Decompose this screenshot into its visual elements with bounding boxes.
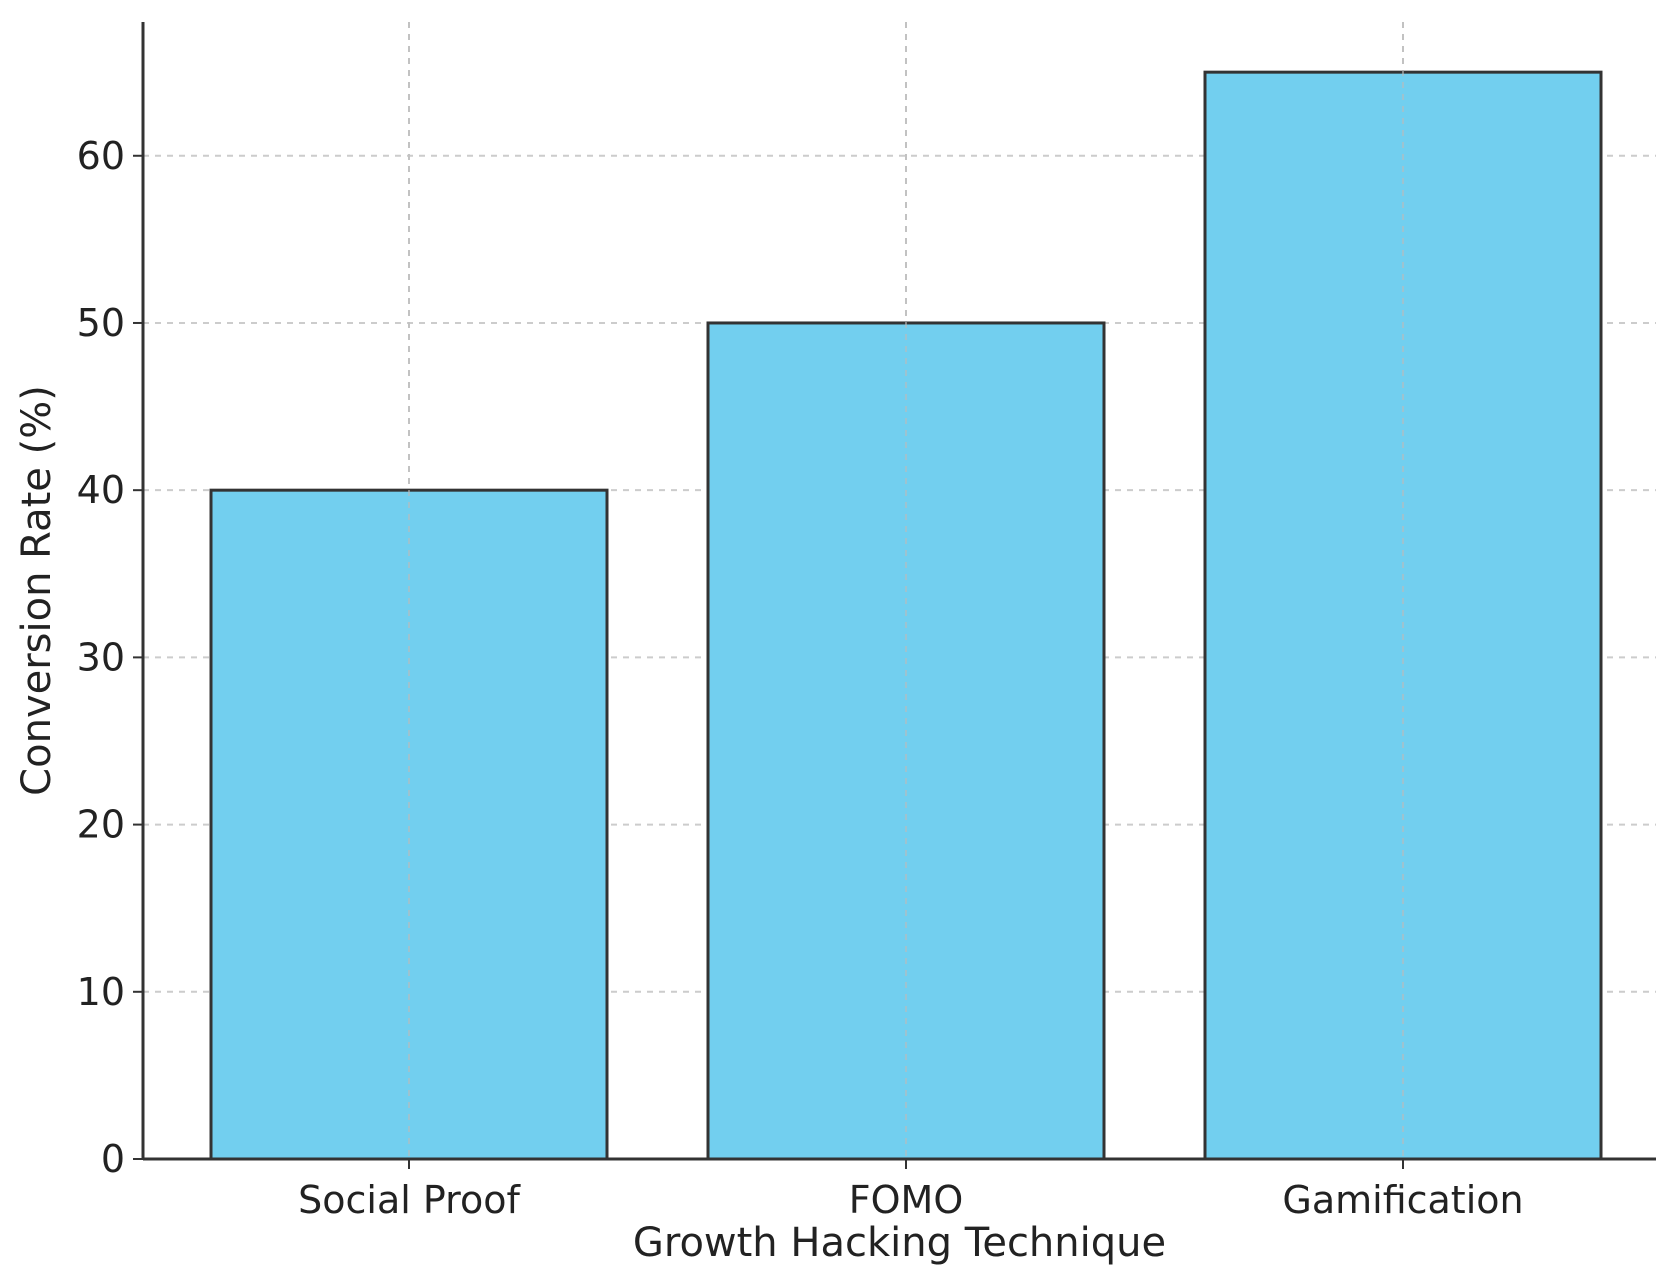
bars [209, 22, 1603, 1161]
y-tick-label: 20 [77, 803, 125, 847]
y-tick-label: 10 [77, 970, 125, 1014]
x-tick-label: Gamification [1282, 1178, 1523, 1222]
y-axis-label: Conversion Rate (%) [14, 385, 60, 796]
y-tick-label: 0 [101, 1137, 125, 1181]
x-tick-label: FOMO [849, 1178, 963, 1222]
y-tick-label: 30 [77, 635, 125, 679]
x-ticks: Social Proof FOMO Gamification [298, 1159, 1524, 1222]
y-ticks: 0 10 20 30 40 50 60 [77, 134, 143, 1181]
y-tick-label: 40 [77, 468, 125, 512]
y-tick-label: 60 [77, 134, 125, 178]
x-axis-label: Growth Hacking Technique [633, 1220, 1166, 1266]
x-tick-label: Social Proof [298, 1178, 521, 1222]
y-tick-label: 50 [77, 301, 125, 345]
